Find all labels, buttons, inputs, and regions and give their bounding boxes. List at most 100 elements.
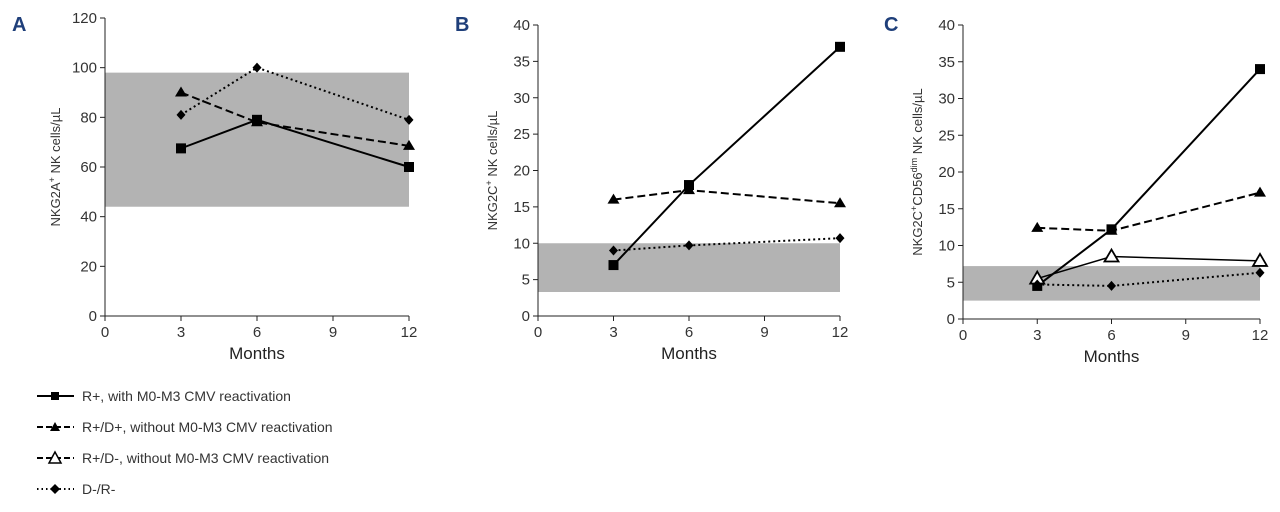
series-line (1036, 68, 1261, 287)
series-line (180, 91, 410, 147)
panel-label: A (12, 14, 26, 36)
data-point-triangle-open (1251, 252, 1269, 267)
y-tick-label: 60 (80, 159, 97, 176)
y-tick-label: 15 (938, 201, 955, 218)
series-square (608, 41, 845, 271)
data-point-triangle-open (1102, 247, 1121, 263)
y-tick-label: 5 (522, 272, 530, 289)
normal-range-band (538, 243, 840, 292)
y-tick-label: 30 (938, 91, 955, 108)
x-tick-label: 0 (101, 324, 109, 341)
series-line (613, 189, 841, 205)
x-tick-label: 9 (760, 324, 768, 341)
y-tick-label: 10 (938, 238, 955, 255)
legend-swatch-diamond (37, 483, 74, 494)
y-tick-label: 40 (80, 209, 97, 226)
x-tick-label: 3 (1033, 327, 1041, 344)
y-tick-label: 30 (513, 90, 530, 107)
series-triangle-open (1028, 247, 1269, 285)
legend-swatch-triangle (37, 421, 74, 431)
data-point-diamond (1032, 279, 1042, 290)
legend-label: R+, with M0-M3 CMV reactivation (82, 387, 291, 404)
series-line (1037, 191, 1261, 232)
data-point-triangle (251, 116, 263, 127)
y-tick-label: 40 (513, 17, 530, 34)
series-diamond (176, 62, 414, 125)
series-triangle (175, 86, 415, 150)
data-point-square (608, 260, 619, 271)
x-tick-label: 12 (1252, 327, 1269, 344)
y-tick-label: 0 (522, 308, 530, 325)
legend-swatch-triangle-open (37, 449, 74, 464)
series-diamond (609, 233, 845, 256)
chart-panel-a: 0 20 40 60 80 100 120 0 3 6 9 12 Months NKG2A+ NK cel… (12, 10, 417, 363)
y-tick-label: 0 (947, 311, 955, 328)
y-tick-label: 10 (513, 235, 530, 252)
data-point-triangle (403, 139, 415, 150)
data-point-triangle (683, 184, 695, 195)
data-point-triangle (175, 86, 187, 97)
data-point-diamond (404, 114, 414, 125)
y-tick-label: 5 (947, 274, 955, 291)
legend-item: D-/R- (36, 473, 333, 504)
y-tick-label: 15 (513, 199, 530, 216)
chart-panel-b: 0 5 10 15 20 25 30 35 40 0 3 6 9 12 Months NKG2C+ NK ce… (455, 14, 848, 363)
x-tick-label: 0 (959, 327, 967, 344)
x-axis-label: Months (229, 344, 285, 363)
x-axis-label: Months (661, 344, 717, 363)
x-tick-label: 12 (832, 324, 849, 341)
data-point-square (404, 162, 414, 172)
normal-range-band (105, 72, 409, 207)
y-axis-label: NKG2C+ NK cells/µL (484, 111, 500, 231)
x-tick-label: 0 (534, 324, 542, 341)
y-tick-label: 35 (513, 53, 530, 70)
x-tick-label: 6 (685, 324, 693, 341)
data-point-diamond (835, 233, 845, 244)
data-point-diamond (176, 109, 186, 120)
panel-label: B (455, 14, 469, 36)
x-tick-label: 9 (1182, 327, 1190, 344)
legend-label: D-/R- (82, 480, 116, 497)
y-axis-label: NKG2C+CD56dim NK cells/µL (909, 88, 925, 255)
data-point-triangle (1031, 221, 1044, 232)
legend-swatch-square (37, 391, 74, 400)
x-tick-label: 3 (609, 324, 617, 341)
series-triangle (607, 184, 846, 208)
y-tick-label: 25 (938, 127, 955, 144)
data-point-square (176, 143, 186, 154)
x-tick-label: 3 (177, 324, 185, 341)
y-tick-label: 20 (938, 164, 955, 181)
series-triangle (1031, 186, 1266, 235)
data-point-triangle (834, 197, 846, 208)
y-tick-label: 80 (80, 109, 97, 126)
y-tick-label: 20 (80, 258, 97, 275)
legend-label: R+/D+, without M0-M3 CMV reactivation (82, 418, 333, 435)
y-tick-label: 0 (89, 308, 97, 325)
y-tick-label: 40 (938, 17, 955, 34)
legend-item: R+/D-, without M0-M3 CMV reactivation (36, 442, 333, 473)
y-tick-label: 100 (72, 60, 97, 77)
y-tick-label: 120 (72, 10, 97, 27)
x-axis-label: Months (1084, 347, 1140, 366)
y-tick-label: 20 (513, 163, 530, 180)
legend-item: R+/D+, without M0-M3 CMV reactivation (36, 411, 333, 442)
series-diamond (1032, 267, 1265, 291)
data-point-square (1255, 64, 1265, 75)
data-point-triangle (607, 193, 620, 204)
y-tick-label: 35 (938, 54, 955, 71)
legend-label: R+/D-, without M0-M3 CMV reactivation (82, 449, 330, 466)
x-tick-label: 6 (1107, 327, 1115, 344)
data-point-square (835, 41, 845, 52)
data-point-triangle (1254, 186, 1266, 197)
data-point-diamond (252, 62, 262, 73)
y-tick-label: 25 (513, 126, 530, 143)
x-tick-label: 12 (401, 324, 418, 341)
series-line (612, 46, 841, 266)
x-tick-label: 9 (329, 324, 337, 341)
x-tick-label: 6 (253, 324, 261, 341)
chart-panel-c: 0 5 10 15 20 25 30 35 40 0 3 6 9 12 Months NKG2C+CD56di… (884, 14, 1269, 366)
data-point-diamond (684, 240, 694, 251)
series-line (180, 66, 410, 121)
legend-item: R+, with M0-M3 CMV reactivation (36, 380, 333, 411)
